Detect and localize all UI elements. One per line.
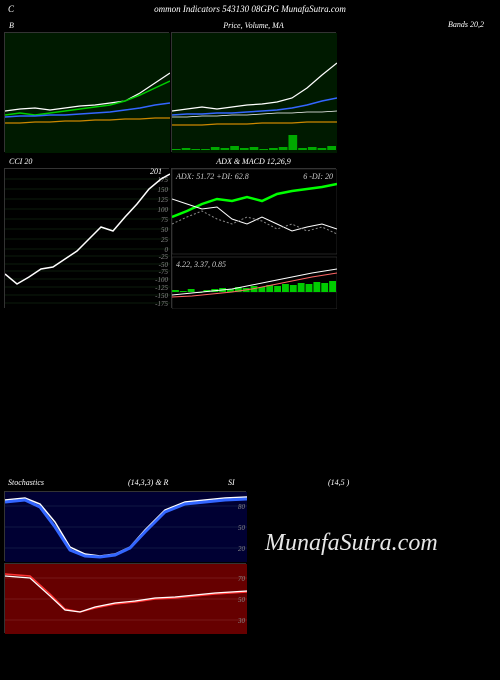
chart-rsi: 70 50 30 bbox=[5, 564, 247, 634]
stoch-title-mid: (14,3,3) & R bbox=[128, 478, 168, 487]
chart-stoch: 80 50 20 bbox=[5, 492, 247, 562]
svg-text:-175: -175 bbox=[155, 300, 168, 308]
svg-text:25: 25 bbox=[161, 236, 169, 244]
stoch-title-left: Stochastics bbox=[8, 478, 44, 487]
svg-text:4.22, 3.37, 0.85: 4.22, 3.37, 0.85 bbox=[176, 260, 226, 269]
panel-adx-macd: ADX & MACD 12,26,9 ADX: 51.72 +DI: 62.86… bbox=[171, 168, 336, 308]
svg-text:-25: -25 bbox=[159, 253, 169, 261]
panel-b-title: B bbox=[9, 21, 14, 30]
stoch-title-mid2: SI bbox=[228, 478, 235, 487]
chart-cci: 1751501251007550250-25-50-75-100-125-150… bbox=[5, 169, 170, 309]
header-main: ommon Indicators 543130 08GPG MunafaSutr… bbox=[154, 4, 346, 14]
chart-row-stoch: Stochastics (14,3,3) & R SI (14,5 ) 80 50… bbox=[0, 478, 500, 633]
svg-text:70: 70 bbox=[238, 575, 246, 583]
svg-text:30: 30 bbox=[237, 617, 246, 625]
svg-text:ADX: 51.72 +DI: 62.8: ADX: 51.72 +DI: 62.8 bbox=[175, 172, 249, 181]
chart-row-1: B Price, Volume, MA Bands 20,2 bbox=[0, 32, 500, 152]
svg-text:150: 150 bbox=[158, 186, 169, 194]
svg-text:50: 50 bbox=[238, 524, 246, 532]
svg-text:-125: -125 bbox=[155, 284, 168, 292]
panel-stoch: 80 50 20 bbox=[4, 491, 246, 561]
svg-text:100: 100 bbox=[158, 206, 169, 214]
panel-rsi: 70 50 30 bbox=[4, 563, 246, 633]
chart-price bbox=[172, 33, 337, 153]
panel-b: B bbox=[4, 32, 169, 152]
svg-text:80: 80 bbox=[238, 503, 246, 511]
panel-price: Price, Volume, MA bbox=[171, 32, 336, 152]
panel-cci-title: CCI 20 bbox=[9, 157, 32, 166]
panel-adx-title: ADX & MACD 12,26,9 bbox=[216, 157, 290, 166]
svg-text:50: 50 bbox=[161, 226, 169, 234]
chart-adx-macd: ADX: 51.72 +DI: 62.8 6 -DI: 20 4.22, 3.37,… bbox=[172, 169, 337, 309]
panel-bands: Bands 20,2 bbox=[338, 32, 488, 152]
svg-text:-100: -100 bbox=[155, 276, 168, 284]
page-header: C ommon Indicators 543130 08GPG MunafaSu… bbox=[0, 0, 500, 18]
stoch-title-right: (14,5 ) bbox=[328, 478, 349, 487]
svg-text:-75: -75 bbox=[159, 268, 169, 276]
panel-cci-value: 201 bbox=[150, 167, 162, 176]
panel-cci: CCI 20 201 1751501251007550250-25-50-75-… bbox=[4, 168, 169, 308]
svg-text:75: 75 bbox=[161, 216, 169, 224]
chart-row-2: CCI 20 201 1751501251007550250-25-50-75-… bbox=[0, 168, 500, 308]
svg-text:20: 20 bbox=[238, 545, 246, 553]
svg-text:50: 50 bbox=[238, 596, 246, 604]
panel-price-title: Price, Volume, MA bbox=[223, 21, 283, 30]
svg-text:125: 125 bbox=[158, 196, 169, 204]
panel-bands-title: Bands 20,2 bbox=[448, 20, 484, 29]
svg-text:6 -DI: 20: 6 -DI: 20 bbox=[303, 172, 333, 181]
chart-b bbox=[5, 33, 170, 153]
svg-text:-150: -150 bbox=[155, 292, 168, 300]
header-left: C bbox=[8, 4, 14, 14]
